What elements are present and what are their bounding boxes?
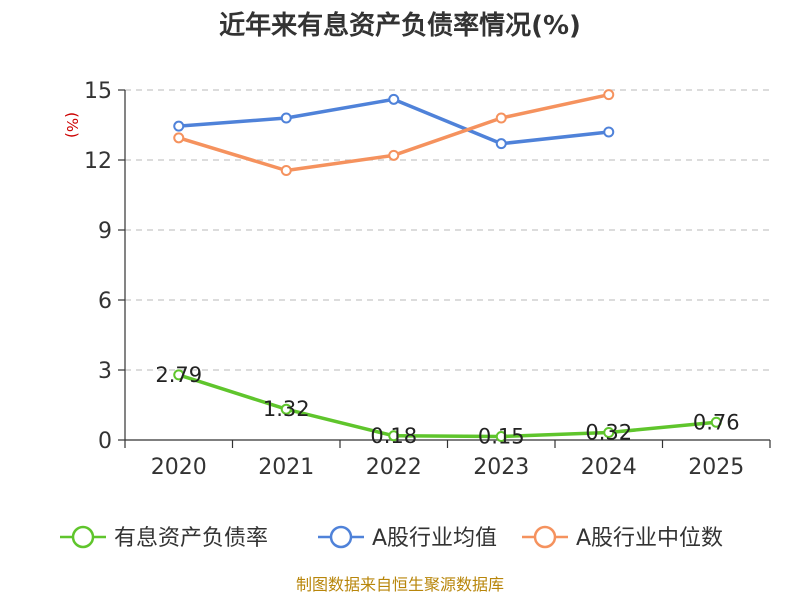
data-label-2024: 0.32 [585,421,632,445]
series-line-1 [178,97,609,146]
series-2-point-2020 [173,132,185,144]
data-label-2025: 0.76 [693,410,740,434]
y-tick-label-15: 15 [84,79,112,104]
legend: 有息资产负债率 A股行业均值 A股行业中位数 [60,525,723,551]
series-2-point-2023 [495,112,507,124]
data-label-2021: 1.32 [263,397,310,421]
y-tick-label-9: 9 [98,219,112,244]
series-1-point-2023 [495,138,507,150]
series-1-point-2022 [388,93,400,105]
legend-marker-1 [329,525,353,549]
legend-label-1: A股行业均值 [372,526,497,551]
legend-marker-2 [533,525,557,549]
series-0-point-2024 [603,427,615,439]
data-label-2022: 0.18 [370,424,417,448]
x-tick-label-2020: 2020 [151,455,207,480]
legend-label-0: 有息资产负债率 [114,526,268,551]
x-tick-label-2021: 2021 [258,455,314,480]
x-tick-label-2025: 2025 [688,455,744,480]
series-line-0 [178,373,717,439]
y-axis-unit: (%) [63,112,81,138]
data-label-2023: 0.15 [478,425,525,449]
series-group [173,89,722,442]
series-0-point-2022 [388,430,400,442]
series-1-point-2020 [173,120,185,132]
data-labels: 2.79 1.32 0.18 0.15 0.32 0.76 [155,363,739,449]
data-label-2020: 2.79 [155,363,202,387]
y-tick-label-0: 0 [98,429,112,454]
series-0-point-2020 [173,369,185,381]
legend-label-2: A股行业中位数 [576,526,723,551]
data-source-note: 制图数据来自恒生聚源数据库 [296,575,504,594]
series-1-point-2021 [280,112,292,124]
x-tick-label-2023: 2023 [473,455,529,480]
series-1-point-2024 [603,126,615,138]
x-tick-label-2022: 2022 [366,455,422,480]
chart-title: 近年来有息资产负债率情况(%) [219,10,581,41]
axes: 0 3 6 9 12 15 2020 2021 2022 2023 2024 2025 [84,79,771,480]
series-0-point-2021 [280,403,292,415]
x-tick-label-2024: 2024 [581,455,637,480]
series-0-point-2025 [710,416,722,428]
series-2-point-2024 [603,89,615,101]
series-2-point-2021 [280,165,292,176]
grid-lines [125,89,770,371]
series-0-point-2023 [495,431,507,442]
y-tick-label-12: 12 [84,149,112,174]
legend-marker-0 [71,525,95,549]
y-tick-label-3: 3 [98,359,112,384]
series-2-point-2022 [388,149,400,161]
y-tick-label-6: 6 [98,289,112,314]
